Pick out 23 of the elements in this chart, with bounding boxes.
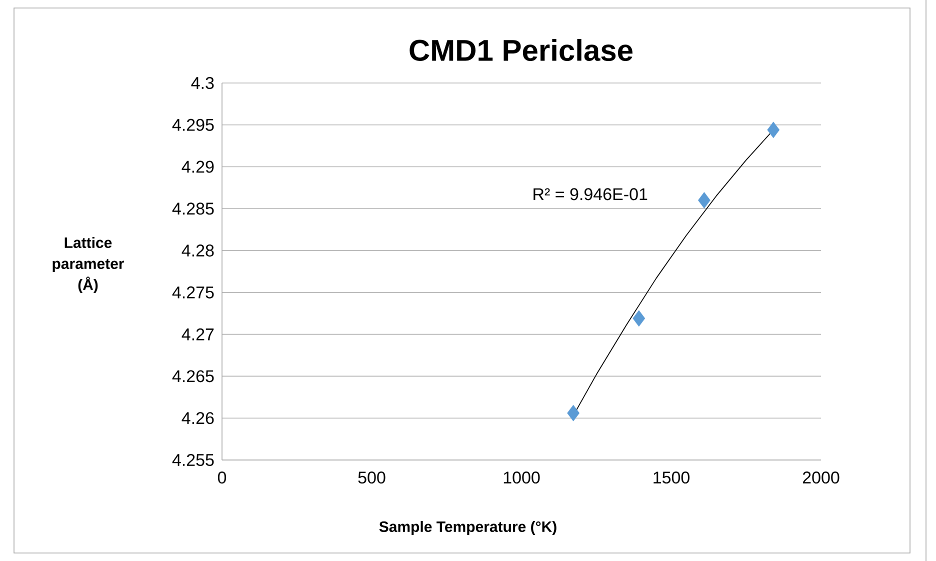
y-tick-label: 4.295 bbox=[172, 118, 214, 131]
x-axis-title: Sample Temperature (°K) bbox=[379, 520, 556, 535]
y-tick-label: 4.28 bbox=[182, 244, 214, 257]
point bbox=[767, 122, 780, 138]
y-axis-title: Lattice parameter (Å) bbox=[52, 236, 124, 293]
annotation: R² = 9.946E-01 bbox=[534, 188, 648, 200]
y-tick-label: 4.29 bbox=[182, 160, 214, 173]
y-tick-label: 4.275 bbox=[172, 286, 214, 298]
x-tick-label: 0 bbox=[218, 472, 226, 484]
x-tick-label: 1500 bbox=[654, 472, 690, 484]
x-tick-label: 1000 bbox=[504, 472, 540, 484]
point bbox=[567, 404, 580, 422]
y-tick-label: 4.285 bbox=[172, 202, 214, 215]
x-tick-label: 500 bbox=[358, 472, 386, 484]
point bbox=[698, 192, 710, 208]
chart-title: CMD1 Periclase bbox=[410, 38, 632, 62]
y-tick-label: 4.3 bbox=[191, 76, 214, 90]
y-tick-label: 4.27 bbox=[182, 328, 214, 340]
y-tick-label: 4.255 bbox=[172, 454, 214, 466]
y-tick-label: 4.26 bbox=[182, 412, 214, 424]
y-tick-label: 4.265 bbox=[172, 370, 214, 382]
point bbox=[632, 310, 646, 327]
x-tick-label: 2000 bbox=[802, 472, 840, 484]
